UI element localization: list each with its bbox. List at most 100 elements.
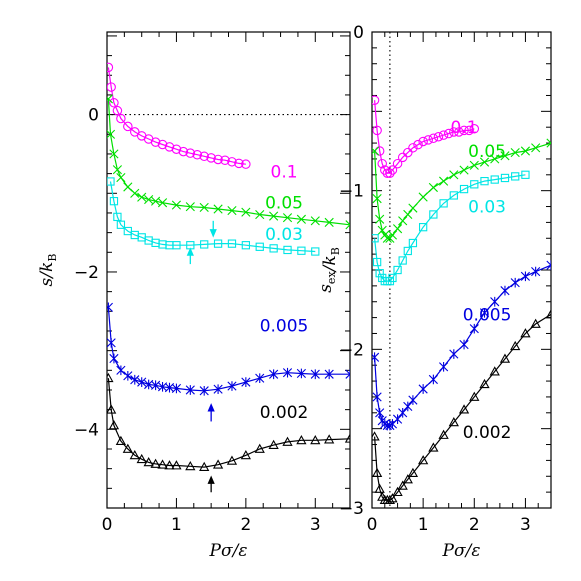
series-line <box>374 142 551 239</box>
marker-cross <box>439 176 449 186</box>
x-axis-label: Pσ/ε <box>209 541 248 561</box>
marker-cross <box>387 230 398 240</box>
marker-triangle <box>108 420 120 430</box>
x-tick-label: 1 <box>171 515 182 535</box>
marker-triangle <box>268 439 279 449</box>
marker-asterisk <box>107 302 113 313</box>
marker-circle <box>112 105 123 116</box>
marker-circle <box>423 135 434 145</box>
marker-cross <box>137 192 147 202</box>
marker-triangle <box>199 461 210 471</box>
marker-triangle <box>530 318 541 328</box>
series-0.1 <box>107 62 251 169</box>
marker-triangle <box>372 431 380 441</box>
marker-triangle <box>212 459 224 469</box>
marker-triangle <box>479 378 490 389</box>
marker-asterisk <box>151 380 161 391</box>
marker-asterisk <box>546 260 551 271</box>
marker-asterisk <box>392 414 403 424</box>
marker-cross <box>408 203 418 213</box>
marker-square <box>408 238 418 248</box>
marker-square <box>388 273 397 283</box>
plot-frame <box>106 31 351 509</box>
x-tick-label: 2 <box>240 515 251 535</box>
marker-asterisk <box>345 369 350 380</box>
marker-circle <box>374 146 385 156</box>
marker-triangle <box>520 328 531 338</box>
marker-asterisk <box>479 308 490 318</box>
marker-triangle <box>310 435 321 445</box>
y-tick-label: 0 <box>353 23 364 43</box>
series-line <box>107 378 350 468</box>
series-label: 0.05 <box>468 142 506 162</box>
marker-square <box>403 246 412 256</box>
marker-square <box>255 242 264 251</box>
marker-triangle <box>129 449 140 460</box>
marker-cross <box>377 225 387 235</box>
marker-cross <box>546 138 551 148</box>
marker-asterisk <box>213 384 223 395</box>
marker-asterisk <box>227 381 237 391</box>
marker-square <box>116 220 126 229</box>
marker-triangle <box>282 436 293 446</box>
marker-triangle <box>387 493 398 503</box>
marker-square <box>439 199 448 208</box>
marker-cross <box>269 211 279 221</box>
marker-triangle <box>164 460 175 470</box>
series-label: 0.03 <box>468 198 506 218</box>
marker-cross <box>459 165 469 175</box>
y-tick-label: −3 <box>339 499 364 519</box>
marker-square <box>470 180 479 189</box>
series-0.03 <box>107 177 320 256</box>
marker-triangle <box>185 460 196 471</box>
marker-cross <box>449 170 459 180</box>
plot-frame <box>371 31 552 509</box>
marker-circle <box>443 128 454 139</box>
marker-asterisk <box>296 368 306 379</box>
marker-triangle <box>448 416 459 427</box>
marker-square <box>375 269 384 278</box>
marker-square <box>459 184 469 194</box>
marker-asterisk <box>398 407 408 418</box>
marker-square <box>297 246 306 255</box>
marker-triangle <box>150 458 161 468</box>
marker-circle <box>123 121 133 132</box>
marker-triangle <box>296 435 307 445</box>
marker-square <box>393 265 402 275</box>
marker-asterisk <box>310 369 320 380</box>
series-label: 0.005 <box>260 316 309 336</box>
marker-circle <box>380 165 390 175</box>
marker-triangle <box>107 404 117 414</box>
marker-circle <box>387 165 398 175</box>
marker-triangle <box>397 480 408 490</box>
y-axis-label: sex/kB <box>316 247 342 293</box>
right-panel-excess-entropy: 0 1 2 3 0 −1 −2 −3 Pσ/ε sex/kB 0.1 0.05 0.03 0.005 0.0… <box>316 23 552 561</box>
marker-square <box>200 240 209 249</box>
marker-square <box>521 170 530 179</box>
series-line <box>107 67 246 165</box>
x-tick-label: 1 <box>418 515 429 535</box>
marker-triangle <box>374 483 385 493</box>
marker-triangle <box>344 433 350 443</box>
marker-triangle <box>384 494 396 504</box>
x-tick-label: 3 <box>520 515 531 535</box>
marker-triangle <box>407 467 419 478</box>
marker-circle <box>213 154 223 165</box>
marker-circle <box>418 136 428 147</box>
marker-triangle <box>510 340 521 351</box>
marker-asterisk <box>428 374 438 385</box>
marker-cross <box>213 204 223 214</box>
marker-circle <box>385 168 395 178</box>
marker-circle <box>377 158 387 169</box>
marker-asterisk <box>107 337 116 348</box>
marker-cross <box>116 172 126 183</box>
series-0.002 <box>372 309 551 504</box>
marker-asterisk <box>116 365 126 376</box>
marker-triangle <box>469 391 480 401</box>
marker-triangle <box>171 460 182 470</box>
marker-square <box>241 241 251 250</box>
series-0.03 <box>372 170 530 286</box>
series-0.002 <box>107 372 350 471</box>
x-tick-label: 0 <box>102 515 113 535</box>
marker-square <box>269 244 278 253</box>
